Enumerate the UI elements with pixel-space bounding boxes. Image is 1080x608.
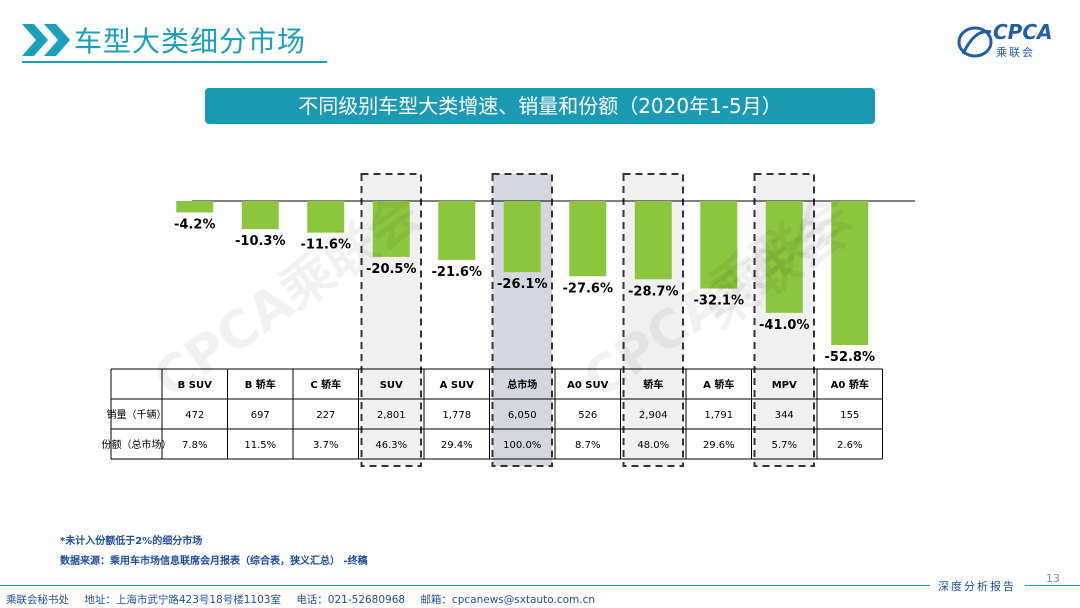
table-cell-1-10: 2.6% [837,440,862,451]
table-cell-1-2: 3.7% [313,440,338,451]
table-cell-0-1: 697 [251,410,270,421]
page-number: 13 [1046,572,1060,585]
footnote-note: *未计入份额低于2%的细分市场 [60,536,203,547]
table-header-10: A0 轿车 [831,378,869,391]
chevron-right-icon [22,24,70,56]
bar-9 [765,201,803,313]
table-cell-1-7: 48.0% [637,440,669,451]
table-cell-1-4: 29.4% [441,440,473,451]
bar-8 [700,201,738,289]
table-cell-0-9: 344 [775,410,794,421]
table-cell-0-3: 2,801 [377,410,406,421]
table-cell-1-1: 11.5% [244,440,276,451]
table-cell-0-4: 1,778 [442,410,471,421]
title-underline [22,61,327,63]
footer-phone: 电话：021-52680968 [296,594,406,606]
bar-2 [307,201,345,233]
table-header-9: MPV [772,380,797,391]
bar-value-label-7: -28.7% [628,284,679,299]
bar-value-label-5: -26.1% [497,277,548,292]
cpca-logo-icon [957,26,993,58]
bar-value-label-9: -41.0% [759,318,810,333]
table-cell-0-7: 2,904 [639,410,668,421]
logo-text: CPCA [993,20,1053,44]
table-header-4: A SUV [440,380,475,391]
table-cell-0-2: 227 [316,410,335,421]
table-cell-1-9: 5.7% [772,440,797,451]
bar-7 [634,201,672,280]
table-cell-1-0: 7.8% [182,440,207,451]
table-header-2: C 轿车 [310,378,341,391]
bar-value-label-2: -11.6% [301,238,352,253]
bar-value-label-1: -10.3% [235,234,286,249]
bar-value-label-4: -21.6% [432,265,483,280]
bar-1 [241,201,279,230]
bar-value-label-6: -27.6% [563,281,614,296]
bar-value-label-3: -20.5% [366,262,417,277]
table-cell-1-6: 8.7% [575,440,600,451]
bar-0 [176,201,214,213]
table-header-7: 轿车 [643,378,663,391]
footer-org: 乘联会秘书处 [6,594,69,606]
table-cell-1-5: 100.0% [503,440,541,451]
bar-value-label-10: -52.8% [825,350,876,365]
footnote-source: 数据来源：乘用车市场信息联席会月报表（综合表，狭义汇总） -终稿 [60,556,368,567]
footer: 乘联会秘书处 地址：上海市武宁路423号18号楼1103室 电话：021-526… [6,592,607,607]
bar-value-label-8: -32.1% [694,294,745,309]
table-header-1: B 轿车 [245,378,276,391]
table-cell-0-5: 6,050 [508,410,537,421]
table-cell-1-8: 29.6% [703,440,735,451]
table-cell-0-8: 1,791 [704,410,733,421]
table-header-3: SUV [380,380,403,391]
bar-4 [438,201,476,260]
table-row-label-1: 份额（总市场） [102,438,172,451]
chart-banner-title: 不同级别车型大类增速、销量和份额（2020年1-5月） [205,88,875,124]
table-row-label-0: 销量（千辆） [107,408,167,421]
table-cell-0-6: 526 [578,410,597,421]
bar-value-label-0: -4.2% [174,217,215,232]
table-cell-0-10: 155 [840,410,859,421]
bar-5 [503,201,541,273]
table-header-5: 总市场 [507,378,537,391]
table-cell-0-0: 472 [185,410,204,421]
footer-address: 地址：上海市武宁路423号18号楼1103室 [84,594,281,606]
bar-6 [569,201,607,277]
page-title: 车型大类细分市场 [74,25,307,58]
bar-10 [831,201,869,345]
logo-subtext: 乘联会 [996,46,1035,59]
bar-3 [372,201,410,257]
footer-email[interactable]: 邮箱：cpcanews@sxtauto.com.cn [420,594,596,606]
table-header-6: A0 SUV [567,380,609,391]
report-label: 深度分析报告 [938,580,1016,593]
table-cell-1-3: 46.3% [375,440,407,451]
footer-divider [0,585,930,586]
table-header-8: A 轿车 [703,378,734,391]
footer-divider-right [1025,585,1080,586]
table-header-0: B SUV [178,380,212,391]
